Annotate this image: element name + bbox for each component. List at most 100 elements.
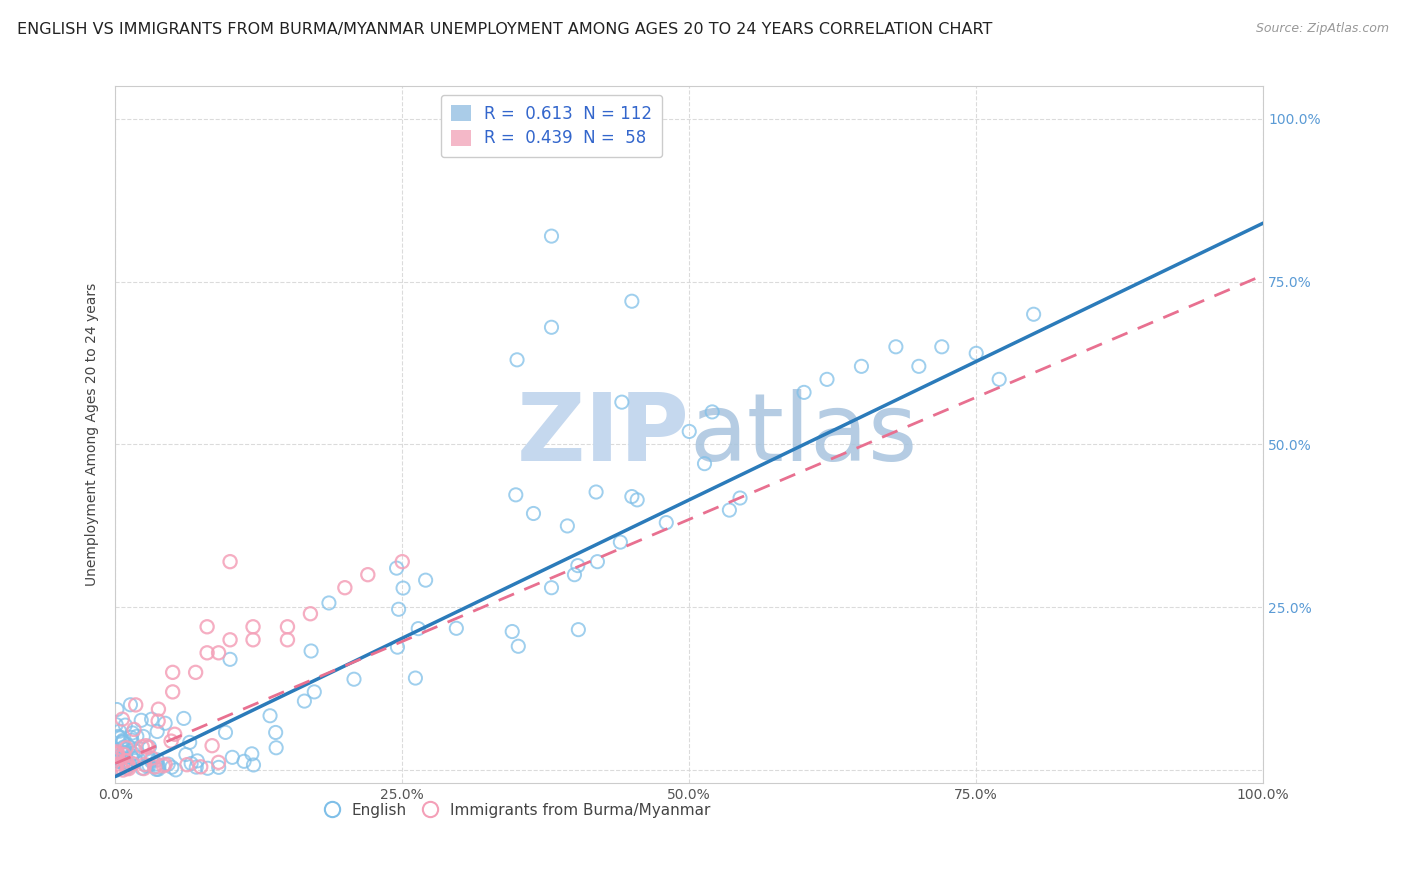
Point <box>111 734 134 748</box>
Point <box>208 760 231 774</box>
Point <box>125 744 148 758</box>
Point <box>121 751 143 765</box>
Point <box>240 747 263 761</box>
Point <box>264 740 287 755</box>
Legend: English, Immigrants from Burma/Myanmar: English, Immigrants from Burma/Myanmar <box>318 796 716 824</box>
Point <box>108 753 131 767</box>
Point <box>318 596 340 610</box>
Point <box>127 750 149 764</box>
Point <box>104 753 127 767</box>
Point <box>540 320 562 334</box>
Point <box>120 731 142 745</box>
Point <box>114 745 136 759</box>
Point <box>655 516 678 530</box>
Point <box>540 229 562 244</box>
Point <box>125 729 148 743</box>
Point <box>107 730 129 744</box>
Point <box>124 754 146 768</box>
Point <box>114 746 136 760</box>
Text: ENGLISH VS IMMIGRANTS FROM BURMA/MYANMAR UNEMPLOYMENT AMONG AGES 20 TO 24 YEARS : ENGLISH VS IMMIGRANTS FROM BURMA/MYANMAR… <box>17 22 993 37</box>
Point <box>259 708 281 723</box>
Point <box>120 748 142 763</box>
Point <box>214 725 236 739</box>
Point <box>557 519 579 533</box>
Point <box>446 621 468 635</box>
Point <box>173 711 195 725</box>
Point <box>110 756 132 770</box>
Point <box>121 756 143 771</box>
Point <box>105 702 128 716</box>
Point <box>392 581 415 595</box>
Point <box>385 561 408 575</box>
Point <box>564 567 586 582</box>
Point <box>136 740 159 755</box>
Point <box>125 698 148 712</box>
Point <box>388 602 411 616</box>
Point <box>586 555 609 569</box>
Text: atlas: atlas <box>689 389 918 481</box>
Point <box>406 622 429 636</box>
Point <box>148 702 170 716</box>
Point <box>117 760 139 774</box>
Point <box>112 747 135 762</box>
Point <box>718 503 741 517</box>
Point <box>141 754 163 768</box>
Point <box>115 740 138 755</box>
Point <box>105 763 128 777</box>
Point <box>702 405 724 419</box>
Point <box>114 754 136 768</box>
Point <box>112 735 135 749</box>
Point <box>135 759 157 773</box>
Point <box>143 760 166 774</box>
Point <box>141 712 163 726</box>
Point <box>114 754 136 768</box>
Point <box>391 555 413 569</box>
Point <box>501 624 523 639</box>
Point <box>132 730 155 744</box>
Point <box>567 558 589 573</box>
Point <box>146 753 169 767</box>
Point <box>931 340 953 354</box>
Point <box>120 698 142 712</box>
Point <box>207 756 229 770</box>
Point <box>146 714 169 728</box>
Point <box>333 581 356 595</box>
Point <box>184 665 207 680</box>
Point <box>190 760 212 774</box>
Point <box>138 739 160 754</box>
Point <box>815 372 838 386</box>
Point <box>357 567 380 582</box>
Point <box>148 762 170 776</box>
Point <box>276 632 298 647</box>
Point <box>114 718 136 732</box>
Point <box>793 385 815 400</box>
Point <box>174 747 197 762</box>
Point <box>201 739 224 753</box>
Point <box>609 535 631 549</box>
Point <box>129 713 152 727</box>
Point <box>276 620 298 634</box>
Point <box>165 763 187 777</box>
Point <box>104 761 127 775</box>
Point <box>132 762 155 776</box>
Point <box>107 760 129 774</box>
Point <box>505 488 527 502</box>
Point <box>112 733 135 747</box>
Point <box>152 759 174 773</box>
Point <box>620 490 643 504</box>
Point <box>233 754 256 768</box>
Point <box>105 745 128 759</box>
Y-axis label: Unemployment Among Ages 20 to 24 years: Unemployment Among Ages 20 to 24 years <box>86 283 100 586</box>
Point <box>122 723 145 737</box>
Point <box>415 573 437 587</box>
Point <box>118 762 141 776</box>
Point <box>107 755 129 769</box>
Point <box>304 685 326 699</box>
Point <box>195 646 218 660</box>
Point <box>508 640 530 654</box>
Point <box>163 727 186 741</box>
Point <box>180 756 202 771</box>
Point <box>153 757 176 772</box>
Point <box>131 739 153 754</box>
Point <box>105 717 128 731</box>
